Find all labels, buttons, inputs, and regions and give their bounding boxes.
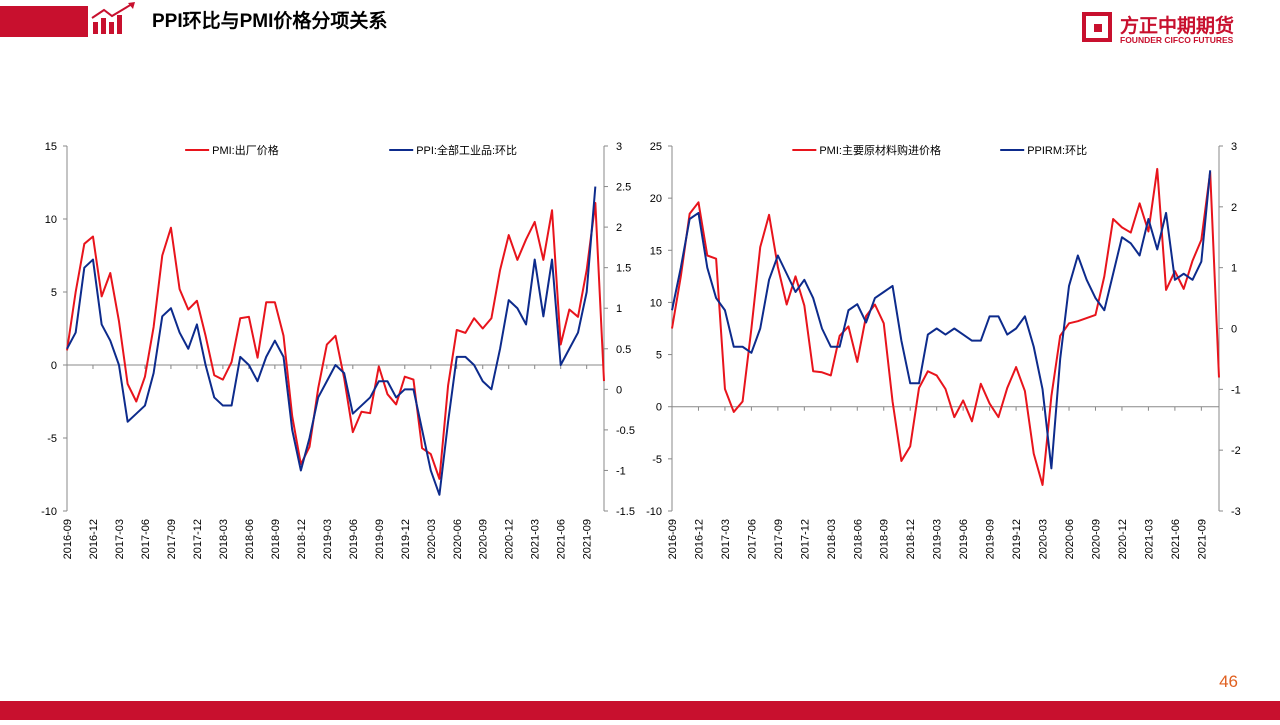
y-tick-label: -10 (41, 506, 57, 518)
x-tick-label: 2016-12 (693, 519, 705, 559)
y-tick-label: 5 (51, 287, 57, 299)
y-tick-label: -10 (646, 506, 662, 518)
y2-tick-label: 2 (1231, 202, 1237, 214)
x-tick-label: 2020-09 (1090, 519, 1102, 559)
legend-label: PPI:全部工业品:环比 (416, 143, 517, 157)
y-tick-label: -5 (47, 433, 57, 445)
y2-tick-label: 0 (616, 384, 622, 396)
x-tick-label: 2019-06 (958, 519, 970, 559)
x-tick-label: 2021-06 (556, 519, 568, 559)
x-tick-label: 2021-06 (1170, 519, 1182, 559)
y-tick-label: 10 (45, 214, 57, 226)
y2-tick-label: -1 (1231, 384, 1241, 396)
x-tick-label: 2020-12 (1117, 519, 1129, 559)
y2-tick-label: -1.5 (616, 506, 635, 518)
y-tick-label: 25 (650, 141, 662, 153)
legend-label: PMI:出厂价格 (212, 143, 279, 157)
series-line (66, 186, 597, 496)
x-tick-label: 2018-03 (826, 519, 838, 559)
y2-tick-label: -1 (616, 465, 626, 477)
x-tick-label: 2021-09 (582, 519, 594, 559)
x-tick-label: 2016-09 (667, 519, 679, 559)
y2-tick-label: 1 (616, 303, 622, 315)
y2-tick-label: 0.5 (616, 344, 631, 356)
y2-tick-label: -0.5 (616, 425, 635, 437)
y2-tick-label: 2.5 (616, 182, 631, 194)
y2-tick-label: 1 (1231, 263, 1237, 275)
y2-tick-label: 1.5 (616, 263, 631, 275)
x-tick-label: 2019-03 (322, 519, 334, 559)
logo-en: FOUNDER CIFCO FUTURES (1120, 35, 1234, 45)
x-tick-label: 2018-12 (296, 519, 308, 559)
logo: 方正中期期货 FOUNDER CIFCO FUTURES (1082, 12, 1234, 45)
page-number: 46 (1219, 672, 1238, 691)
x-tick-label: 2019-12 (400, 519, 412, 559)
y2-tick-label: -2 (1231, 445, 1241, 457)
header-icon (91, 2, 135, 34)
y-tick-label: 15 (650, 245, 662, 257)
y2-tick-label: 0 (1231, 324, 1237, 336)
y-tick-label: 20 (650, 193, 662, 205)
x-tick-label: 2019-12 (1011, 519, 1023, 559)
x-tick-label: 2020-03 (426, 519, 438, 559)
y-tick-label: 0 (51, 360, 57, 372)
x-tick-label: 2017-09 (773, 519, 785, 559)
x-tick-label: 2017-06 (140, 519, 152, 559)
series-line (671, 170, 1212, 470)
series-line (66, 201, 605, 480)
x-tick-label: 2020-03 (1038, 519, 1050, 559)
y2-tick-label: 3 (1231, 141, 1237, 153)
x-tick-label: 2020-09 (478, 519, 490, 559)
y-tick-label: 5 (656, 350, 662, 362)
x-tick-label: 2020-06 (1064, 519, 1076, 559)
x-tick-label: 2018-03 (218, 519, 230, 559)
header-bar (0, 6, 88, 37)
x-tick-label: 2019-09 (374, 519, 386, 559)
x-tick-label: 2018-09 (879, 519, 891, 559)
x-tick-label: 2017-12 (192, 519, 204, 559)
x-tick-label: 2017-03 (114, 519, 126, 559)
page-title: PPI环比与PMI价格分项关系 (152, 9, 387, 32)
legend-label: PPIRM:环比 (1027, 144, 1087, 157)
y-tick-label: 15 (45, 141, 57, 153)
x-tick-label: 2018-09 (270, 519, 282, 559)
y-tick-label: -5 (652, 454, 662, 466)
y2-tick-label: 3 (616, 141, 622, 153)
footer-bar (0, 701, 1280, 720)
x-tick-label: 2019-06 (348, 519, 360, 559)
series-line (671, 167, 1220, 486)
x-tick-label: 2018-06 (244, 519, 256, 559)
x-tick-label: 2016-09 (62, 519, 74, 559)
x-tick-label: 2019-09 (985, 519, 997, 559)
x-tick-label: 2017-03 (720, 519, 732, 559)
legend-label: PMI:主要原材料购进价格 (819, 143, 941, 157)
x-tick-label: 2017-09 (166, 519, 178, 559)
y2-tick-label: 2 (616, 222, 622, 234)
x-tick-label: 2021-09 (1196, 519, 1208, 559)
x-tick-label: 2020-06 (452, 519, 464, 559)
x-tick-label: 2021-03 (530, 519, 542, 559)
x-tick-label: 2018-12 (905, 519, 917, 559)
y-tick-label: 10 (650, 297, 662, 309)
x-tick-label: 2017-06 (746, 519, 758, 559)
x-tick-label: 2016-12 (88, 519, 100, 559)
x-tick-label: 2020-12 (504, 519, 516, 559)
x-tick-label: 2019-03 (932, 519, 944, 559)
y2-tick-label: -3 (1231, 506, 1241, 518)
x-tick-label: 2021-03 (1143, 519, 1155, 559)
x-tick-label: 2018-06 (852, 519, 864, 559)
logo-cn: 方正中期期货 (1120, 14, 1234, 37)
x-tick-label: 2017-12 (799, 519, 811, 559)
y-tick-label: 0 (656, 402, 662, 414)
